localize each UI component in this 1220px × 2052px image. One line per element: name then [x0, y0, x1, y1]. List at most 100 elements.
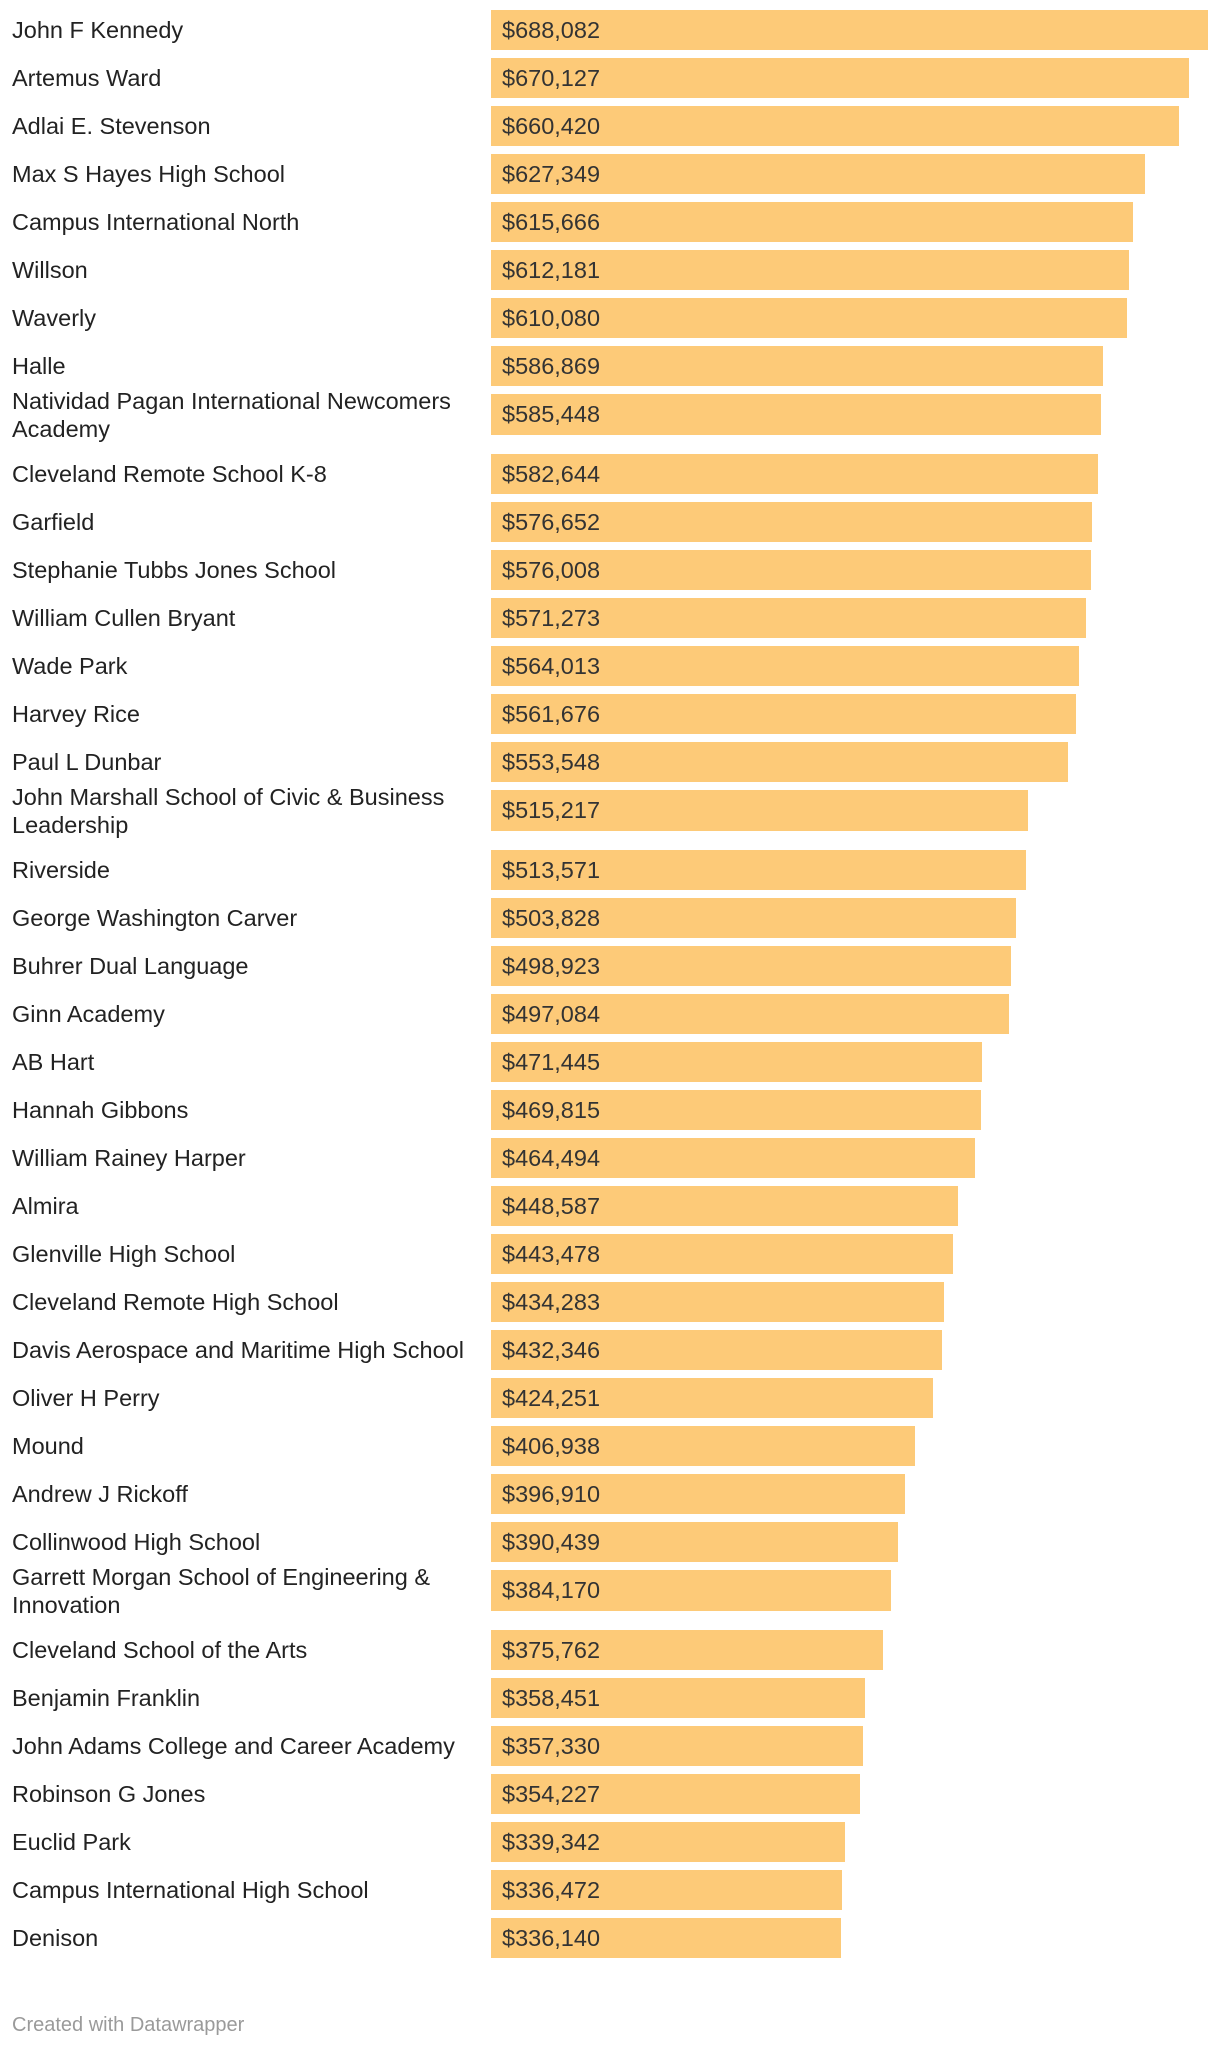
- category-label: Davis Aerospace and Maritime High School: [12, 1337, 464, 1363]
- value-label: $576,652: [502, 509, 601, 535]
- value-label: $443,478: [502, 1241, 601, 1267]
- value-label: $513,571: [502, 857, 601, 883]
- bar-row: Cleveland Remote School K-8 $582,644: [0, 454, 1220, 494]
- bar-row: Mound $406,938: [0, 1426, 1220, 1466]
- bar: [491, 550, 1092, 590]
- category-label: Robinson G Jones: [12, 1781, 206, 1807]
- category-label: Natividad Pagan International Newcomers …: [12, 388, 451, 442]
- category-label: Adlai E. Stevenson: [12, 113, 211, 139]
- bar: [491, 598, 1087, 638]
- category-label: Buhrer Dual Language: [12, 953, 249, 979]
- bar-row: Denison $336,140: [0, 1918, 1220, 1958]
- value-label: $498,923: [502, 953, 601, 979]
- category-label: Garfield: [12, 509, 95, 535]
- value-label: $627,349: [502, 161, 601, 187]
- bar: [491, 1726, 864, 1766]
- bar-row: Artemus Ward $670,127: [0, 58, 1220, 98]
- bar-row: Campus International High School $336,472: [0, 1870, 1220, 1910]
- value-label: $464,494: [502, 1145, 601, 1171]
- footer-credit: Created with Datawrapper: [12, 2014, 245, 2036]
- bar: [491, 58, 1190, 98]
- value-label: $390,439: [502, 1529, 601, 1555]
- bar-row: Cleveland Remote High School $434,283: [0, 1282, 1220, 1322]
- bar-row: Riverside $513,571: [0, 850, 1220, 890]
- category-label: Garrett Morgan School of Engineering & I…: [12, 1564, 431, 1618]
- value-label: $585,448: [502, 401, 601, 427]
- category-label: Oliver H Perry: [12, 1385, 160, 1411]
- category-label: Riverside: [12, 857, 110, 883]
- bar-row: John F Kennedy $688,082: [0, 10, 1220, 50]
- category-label: Stephanie Tubbs Jones School: [12, 557, 337, 583]
- bar: [491, 1282, 944, 1322]
- bar: [491, 1822, 845, 1862]
- category-label: Campus International High School: [12, 1877, 369, 1903]
- category-label: Waverly: [12, 305, 96, 331]
- value-label: $339,342: [502, 1829, 601, 1855]
- bar: [491, 898, 1016, 938]
- category-label: Artemus Ward: [12, 65, 162, 91]
- category-label: Mound: [12, 1433, 84, 1459]
- value-label: $375,762: [502, 1637, 601, 1663]
- bar: [491, 1630, 883, 1670]
- category-label: Benjamin Franklin: [12, 1685, 201, 1711]
- category-label: Cleveland School of the Arts: [12, 1637, 308, 1663]
- category-label: Ginn Academy: [12, 1001, 165, 1027]
- bar-row: Benjamin Franklin $358,451: [0, 1678, 1220, 1718]
- category-label: Almira: [12, 1193, 79, 1219]
- bar: [491, 1330, 942, 1370]
- bar: [491, 346, 1103, 386]
- category-label: Paul L Dunbar: [12, 749, 162, 775]
- bar-row: John Adams College and Career Academy $35…: [0, 1726, 1220, 1766]
- bar: [491, 1186, 959, 1226]
- bar-row: William Rainey Harper $464,494: [0, 1138, 1220, 1178]
- category-label: Max S Hayes High School: [12, 161, 285, 187]
- category-label: Euclid Park: [12, 1829, 131, 1855]
- bar: [491, 1774, 861, 1814]
- value-label: $670,127: [502, 65, 601, 91]
- bar: [491, 1918, 842, 1958]
- bar: [491, 1090, 981, 1130]
- bar-row: Ginn Academy $497,084: [0, 994, 1220, 1034]
- value-label: $688,082: [502, 17, 601, 43]
- value-label: $561,676: [502, 701, 601, 727]
- bar-row: John Marshall School of Civic & Business…: [0, 784, 1220, 838]
- bar: [491, 298, 1127, 338]
- bar-row: Stephanie Tubbs Jones School $576,008: [0, 550, 1220, 590]
- category-label: John Marshall School of Civic & Business…: [12, 784, 445, 838]
- bar: [491, 946, 1011, 986]
- value-label: $610,080: [502, 305, 601, 331]
- category-label: John Adams College and Career Academy: [12, 1733, 455, 1759]
- category-label: Halle: [12, 353, 66, 379]
- bar-row: Buhrer Dual Language $498,923: [0, 946, 1220, 986]
- value-label: $354,227: [502, 1781, 601, 1807]
- value-label: $582,644: [502, 461, 601, 487]
- value-label: $571,273: [502, 605, 601, 631]
- bar: [491, 1870, 842, 1910]
- bar: [491, 502, 1092, 542]
- value-label: $396,910: [502, 1481, 601, 1507]
- category-label: Cleveland Remote High School: [12, 1289, 339, 1315]
- bar-row: Wade Park $564,013: [0, 646, 1220, 686]
- bar: [491, 646, 1079, 686]
- value-label: $358,451: [502, 1685, 601, 1711]
- bar: [491, 1138, 975, 1178]
- value-label: $384,170: [502, 1577, 601, 1603]
- value-label: $424,251: [502, 1385, 601, 1411]
- value-label: $432,346: [502, 1337, 601, 1363]
- category-label: Collinwood High School: [12, 1529, 261, 1555]
- value-label: $553,548: [502, 749, 601, 775]
- value-label: $448,587: [502, 1193, 601, 1219]
- bar-row: Campus International North $615,666: [0, 202, 1220, 242]
- bar-row: Davis Aerospace and Maritime High School…: [0, 1330, 1220, 1370]
- value-label: $497,084: [502, 1001, 601, 1027]
- category-label: Cleveland Remote School K-8: [12, 461, 327, 487]
- category-label: Wade Park: [12, 653, 128, 679]
- bar-row: Harvey Rice $561,676: [0, 694, 1220, 734]
- category-label: AB Hart: [12, 1049, 95, 1075]
- bar-row: George Washington Carver $503,828: [0, 898, 1220, 938]
- bar: [491, 1570, 892, 1611]
- bar: [491, 202, 1133, 242]
- bar: [491, 154, 1145, 194]
- bar-row: Cleveland School of the Arts $375,762: [0, 1630, 1220, 1670]
- bar: [491, 790, 1028, 831]
